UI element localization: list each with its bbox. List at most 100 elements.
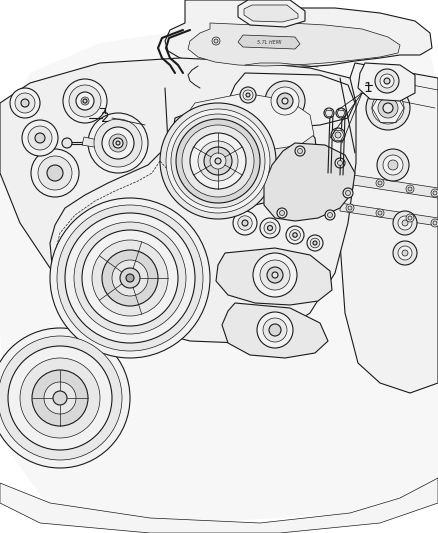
Circle shape: [393, 241, 417, 265]
Polygon shape: [165, 0, 432, 69]
Polygon shape: [338, 63, 438, 393]
Circle shape: [286, 226, 304, 244]
Circle shape: [238, 216, 252, 230]
Circle shape: [83, 99, 87, 103]
Circle shape: [115, 148, 125, 158]
Circle shape: [240, 87, 256, 103]
Polygon shape: [82, 137, 103, 148]
Polygon shape: [0, 478, 438, 533]
Circle shape: [15, 93, 35, 113]
Circle shape: [242, 220, 248, 226]
Polygon shape: [216, 248, 332, 305]
Circle shape: [268, 225, 272, 230]
Polygon shape: [98, 123, 140, 158]
Circle shape: [313, 241, 317, 245]
Circle shape: [331, 128, 345, 142]
Circle shape: [267, 267, 283, 283]
Circle shape: [375, 69, 399, 93]
Circle shape: [272, 272, 278, 278]
Circle shape: [92, 240, 168, 316]
Circle shape: [257, 312, 293, 348]
Circle shape: [120, 268, 140, 288]
Circle shape: [44, 382, 76, 414]
Circle shape: [126, 274, 134, 282]
Circle shape: [343, 188, 353, 198]
Polygon shape: [264, 143, 355, 221]
Circle shape: [277, 208, 287, 218]
Circle shape: [271, 87, 299, 115]
Circle shape: [35, 133, 45, 143]
Circle shape: [402, 220, 408, 226]
Circle shape: [383, 155, 403, 175]
Circle shape: [324, 108, 334, 118]
Circle shape: [94, 119, 142, 167]
Text: 1: 1: [364, 81, 372, 95]
Circle shape: [69, 85, 101, 117]
Circle shape: [260, 218, 280, 238]
Circle shape: [307, 235, 323, 251]
Circle shape: [0, 328, 130, 468]
Circle shape: [210, 153, 226, 169]
Circle shape: [290, 230, 300, 240]
Circle shape: [346, 204, 354, 212]
Circle shape: [22, 120, 58, 156]
Polygon shape: [358, 63, 415, 101]
Circle shape: [214, 39, 218, 43]
Polygon shape: [188, 23, 400, 66]
Polygon shape: [244, 5, 298, 22]
Circle shape: [325, 210, 335, 220]
Polygon shape: [238, 0, 305, 27]
Circle shape: [166, 109, 270, 213]
Circle shape: [393, 211, 417, 235]
Circle shape: [21, 99, 29, 107]
Circle shape: [212, 37, 220, 45]
Circle shape: [384, 78, 390, 84]
Circle shape: [328, 213, 332, 217]
Circle shape: [372, 92, 404, 124]
Polygon shape: [0, 23, 438, 523]
Text: 5.7L HEMI: 5.7L HEMI: [257, 39, 281, 44]
Circle shape: [63, 79, 107, 123]
Circle shape: [295, 146, 305, 156]
Circle shape: [74, 222, 186, 334]
Circle shape: [293, 233, 297, 237]
Circle shape: [433, 191, 437, 195]
Circle shape: [348, 176, 352, 180]
Circle shape: [76, 92, 94, 110]
Circle shape: [431, 189, 438, 197]
Circle shape: [265, 81, 305, 121]
Circle shape: [65, 213, 195, 343]
Circle shape: [31, 149, 79, 197]
Circle shape: [346, 174, 354, 182]
Circle shape: [204, 147, 232, 175]
Circle shape: [402, 250, 408, 256]
Circle shape: [269, 324, 281, 336]
Circle shape: [57, 205, 203, 351]
Circle shape: [38, 156, 72, 190]
Circle shape: [335, 132, 341, 138]
Polygon shape: [340, 203, 438, 226]
Circle shape: [260, 260, 290, 290]
Circle shape: [378, 211, 382, 215]
Circle shape: [335, 158, 345, 168]
Circle shape: [377, 149, 409, 181]
Circle shape: [113, 138, 123, 148]
Polygon shape: [222, 303, 328, 358]
Circle shape: [263, 318, 287, 342]
Circle shape: [176, 119, 260, 203]
Circle shape: [431, 219, 438, 227]
Circle shape: [336, 108, 346, 118]
Circle shape: [28, 126, 52, 150]
Circle shape: [182, 125, 254, 197]
Circle shape: [338, 160, 343, 166]
Circle shape: [53, 391, 67, 405]
Circle shape: [102, 127, 134, 159]
Circle shape: [47, 165, 63, 181]
Circle shape: [388, 160, 398, 170]
Circle shape: [433, 221, 437, 225]
Circle shape: [279, 211, 285, 215]
Polygon shape: [238, 35, 300, 49]
Circle shape: [81, 97, 89, 105]
Circle shape: [32, 370, 88, 426]
Circle shape: [160, 103, 276, 219]
